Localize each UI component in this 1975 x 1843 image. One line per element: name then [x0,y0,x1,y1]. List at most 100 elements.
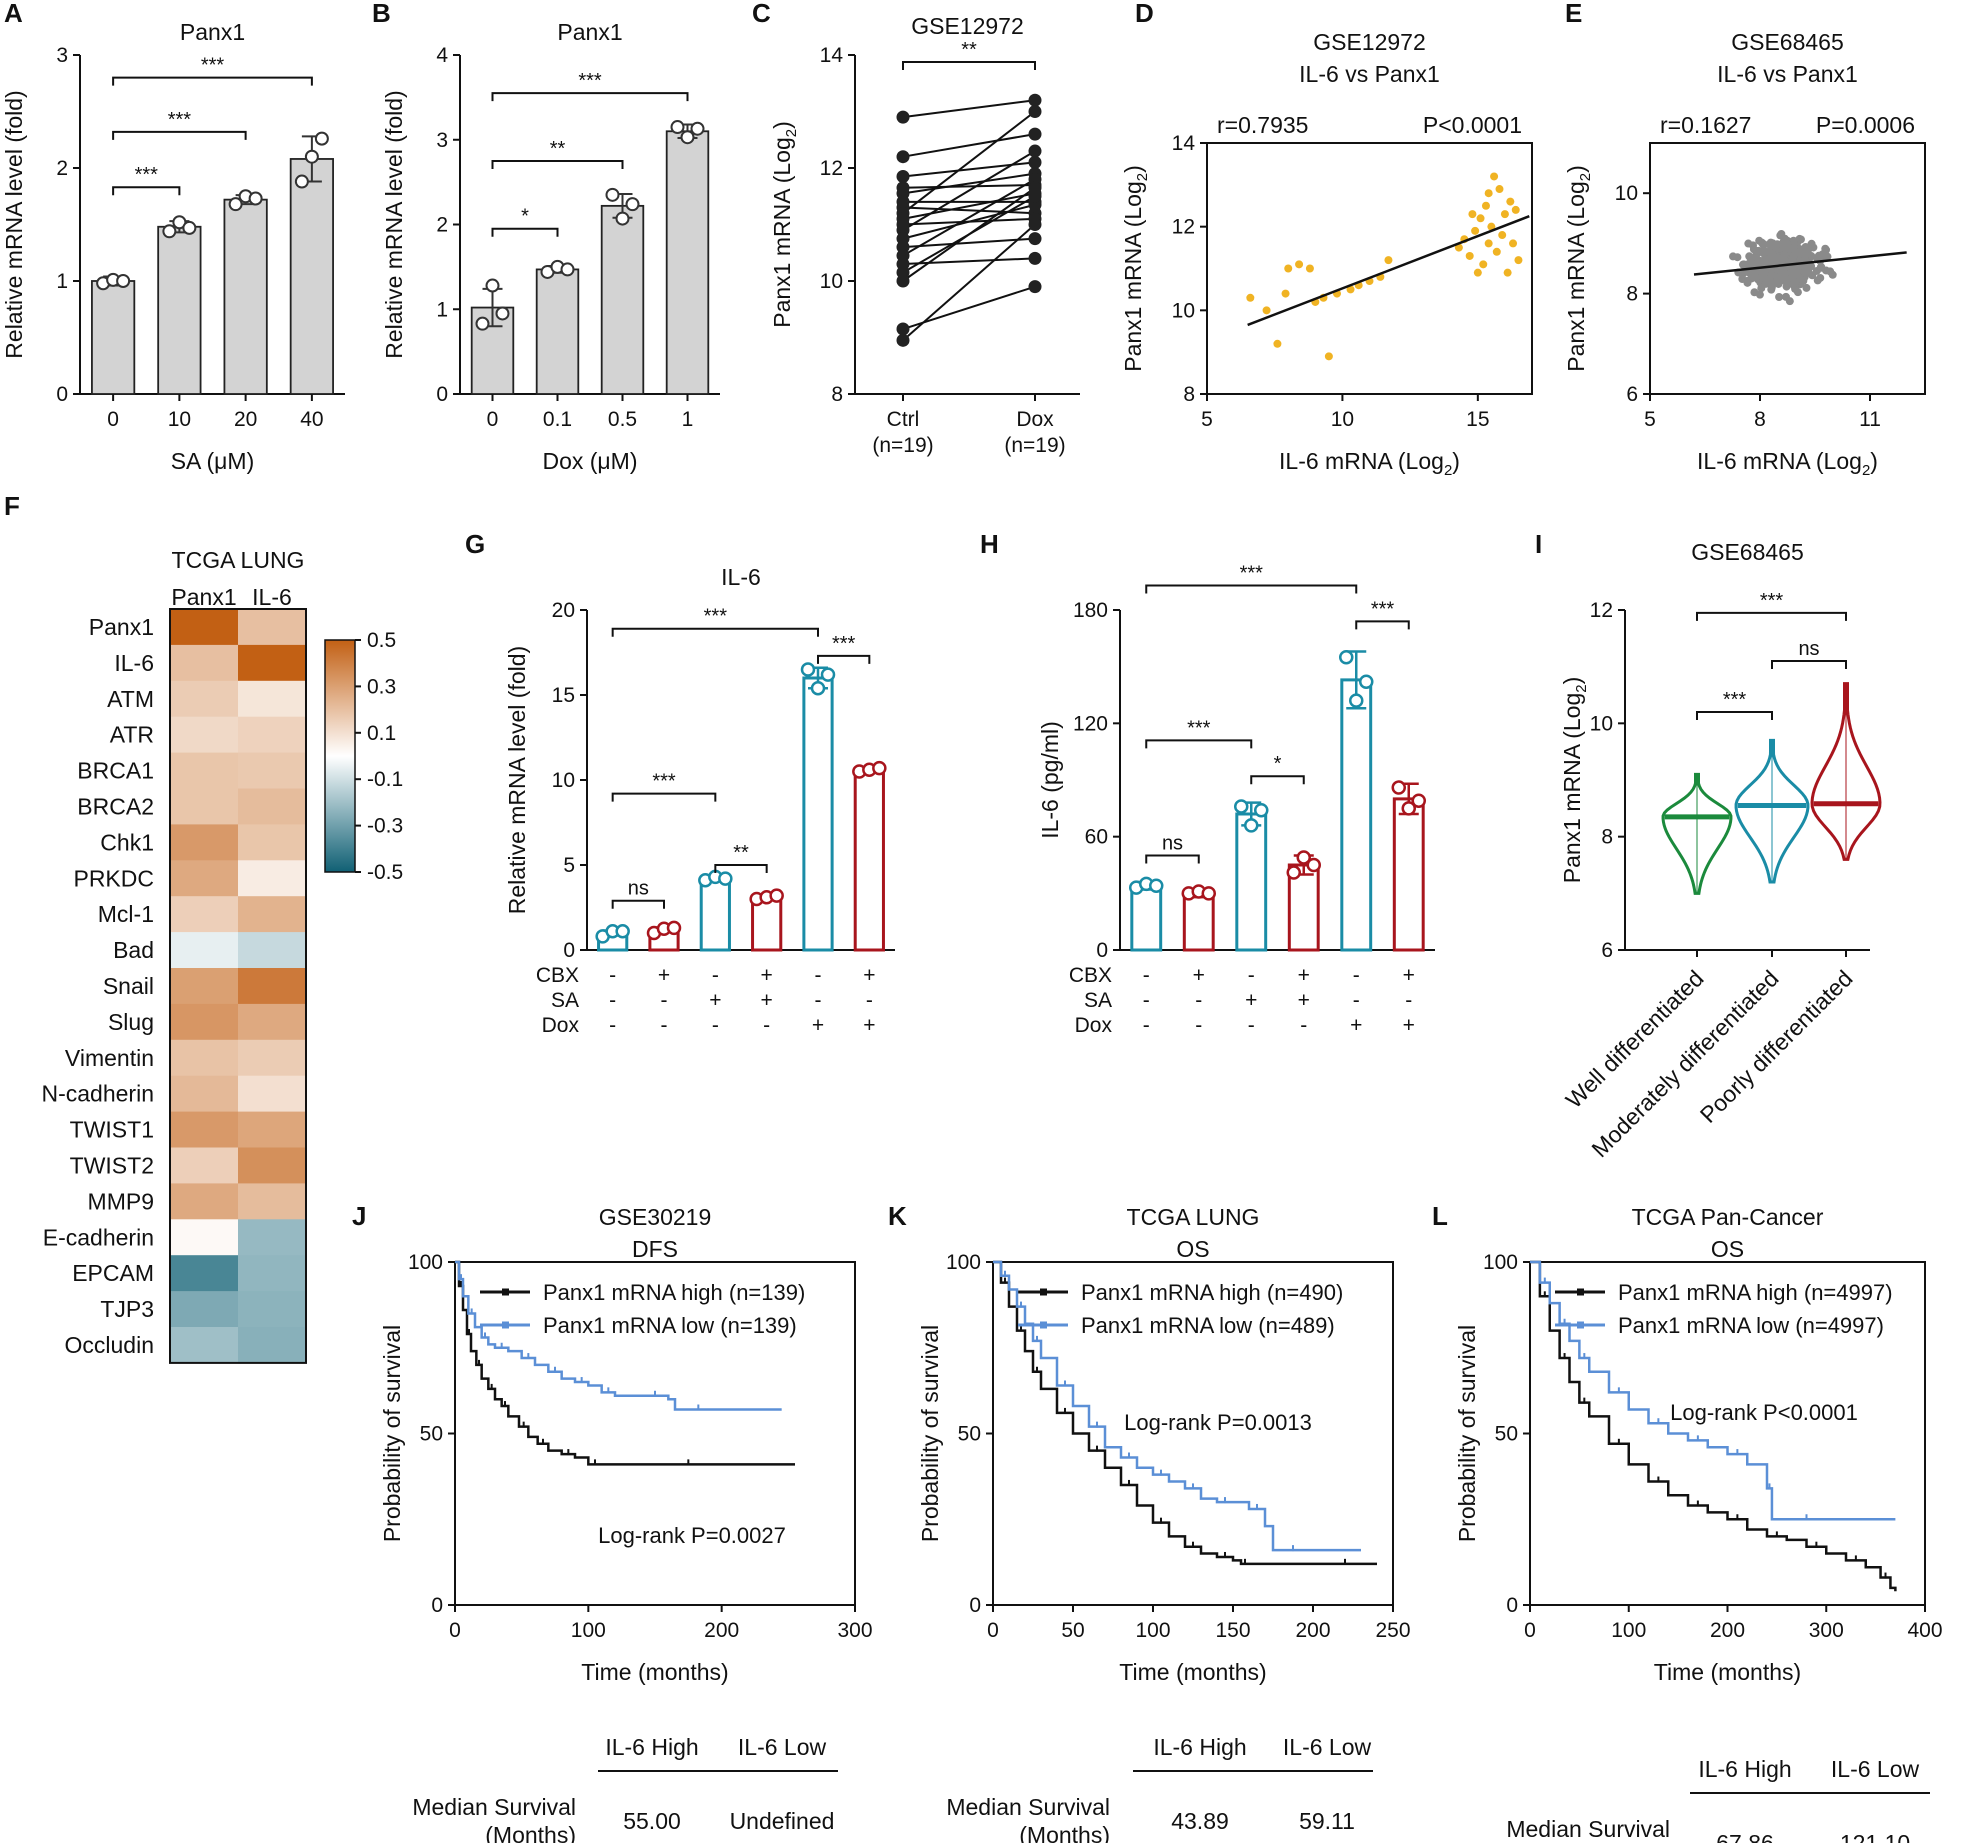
condition-sign: + [863,964,875,987]
condition-sign: - [1143,964,1150,987]
paired-line [902,161,1036,178]
x-axis-label: IL-6 mRNA (Log2) [1697,448,1878,479]
y-tick-label: 180 [1073,599,1108,622]
significance-label: *** [1240,562,1264,584]
significance-label: *** [704,606,728,628]
condition-sign: + [863,1014,875,1037]
significance-label: *** [1723,689,1747,711]
panel-E: GSE68465 IL-6 vs Panx1 r=0.1627 P=0.0006 6 8 1… [1563,29,1926,479]
regression-line [1247,215,1530,327]
significance-label: *** [832,633,856,655]
y-tick-label: 0 [1506,1594,1518,1617]
heatmap-cell [170,1075,238,1113]
bar [1235,812,1268,952]
table-row-label: (Months) [485,1822,576,1843]
scatter-point [1305,264,1314,273]
x-count-label: (n=19) [872,434,933,457]
data-point [485,278,500,293]
condition-sign: - [1300,1014,1307,1037]
x-tick-label: 0 [1524,1619,1536,1642]
condition-sign: - [1248,1014,1255,1037]
scatter-point [1746,258,1755,267]
heatmap-cell [170,1183,238,1220]
significance-label: *** [1371,598,1395,620]
row-label: TWIST1 [70,1117,154,1143]
data-point [625,197,640,212]
data-point [304,149,319,164]
panel-label-J: J [352,1201,366,1231]
scatter-point [1773,240,1782,249]
heatmap-cell [170,1039,238,1077]
significance-bracket [817,654,871,664]
scatter-point [1796,235,1805,244]
heatmap-cell [170,1255,238,1292]
paired-line [902,203,1036,240]
bar [223,198,268,395]
bar [535,268,580,395]
heatmap-cell [238,1327,306,1364]
scatter-point [1826,267,1835,276]
condition-sign: - [609,1014,616,1037]
colorbar-tick-label: -0.1 [367,768,403,791]
heatmap-cell [170,1219,238,1256]
scatter-point [1785,297,1794,306]
y-axis-label: Relative mRNA level (fold) [381,90,407,358]
scatter-point [1506,197,1515,206]
x-tick-label: 5 [1644,408,1656,431]
condition-sign: + [1193,964,1205,987]
scatter-point [1476,214,1485,223]
y-tick-label: 6 [1626,383,1638,406]
scatter-point [1788,273,1797,282]
chart-title: IL-6 [721,564,761,590]
x-tick-label: 40 [300,408,323,431]
scatter-point [1346,285,1355,294]
panel-label-L: L [1432,1201,1448,1231]
row-label: N-cadherin [42,1081,155,1107]
table-row-label: (Months) [1019,1822,1110,1843]
heatmap-cell [238,1075,306,1113]
significance-label: ** [733,842,749,864]
heatmap-cell [170,1327,238,1364]
column-label: IL-6 [252,584,292,610]
panel-L: TCGA Pan-Cancer OS 0 50 100 0 100 200 300 400 Panx… [1454,1204,1943,1843]
chart-title: GSE30219 [599,1204,712,1230]
condition-sign: - [1195,989,1202,1012]
condition-sign: - [815,964,822,987]
significance-label: *** [578,70,602,92]
ctrl-point [896,274,910,288]
legend-label: Panx1 mRNA high (n=490) [1081,1280,1343,1305]
paired-line [902,178,1036,257]
scatter-point [1777,270,1786,279]
panel-label-A: A [4,0,23,28]
legend-marker [502,1288,509,1296]
row-label: Chk1 [100,829,154,855]
data-point [615,211,630,226]
x-tick-label: 8 [1754,408,1766,431]
heatmap-cell [170,968,238,1005]
heatmap-cell [170,716,238,754]
condition-sign: + [1403,964,1415,987]
y-tick-label: 8 [1183,383,1195,406]
y-tick-label: 6 [1601,939,1613,962]
y-tick-label: 0 [1096,939,1108,962]
survival-curve [1530,1260,1896,1521]
data-point [1359,674,1374,690]
panel-label-H: H [980,529,999,559]
row-label: BRCA1 [77,758,154,784]
scatter-point [1384,256,1393,265]
heatmap-cell [238,1003,306,1041]
scatter-point [1793,288,1802,297]
panel-J: GSE30219 DFS 0 50 100 0 100 200 300 Panx1 mRNA hi… [379,1204,873,1843]
significance-label: *** [135,164,159,186]
chart-subtitle: OS [1176,1236,1209,1262]
y-axis-label: Panx1 mRNA (Log2) [1120,165,1151,372]
condition-sign: + [709,989,721,1012]
significance-bracket [112,130,247,140]
y-tick-label: 0 [431,1594,443,1617]
x-tick-label: 0.5 [608,408,637,431]
colorbar-tick-label: 0.5 [367,629,396,652]
scatter-point [1246,293,1255,302]
data-point [1201,886,1216,901]
data-point [1234,799,1249,814]
